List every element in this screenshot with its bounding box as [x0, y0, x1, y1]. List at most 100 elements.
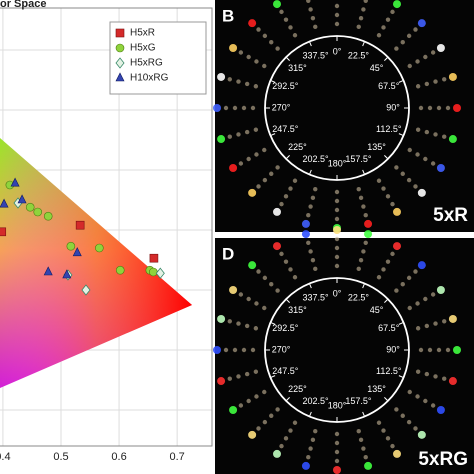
spot	[246, 296, 251, 302]
spot	[232, 347, 238, 353]
spot	[227, 376, 232, 381]
spot	[217, 72, 226, 81]
spot	[413, 426, 418, 431]
point	[95, 243, 104, 253]
legend-label: H5xRG	[130, 58, 163, 69]
spot	[423, 54, 428, 60]
spot	[393, 242, 401, 251]
spot	[424, 371, 430, 377]
spot	[262, 275, 268, 281]
dial-tick	[285, 298, 290, 303]
spot	[262, 63, 267, 69]
angle-label: 292.5°	[272, 323, 299, 333]
spot	[381, 25, 386, 30]
spot	[442, 376, 447, 381]
spot	[241, 105, 247, 111]
spot	[394, 288, 399, 293]
spot	[423, 156, 428, 162]
angle-label: 0°	[333, 288, 342, 298]
spot	[269, 171, 274, 176]
spot	[433, 374, 438, 379]
dial-tick	[308, 283, 312, 289]
spot	[308, 249, 313, 254]
spot	[308, 7, 313, 12]
panel-label: 5xRG	[418, 449, 468, 470]
angle-label: 202.5°	[303, 154, 330, 164]
spot	[358, 257, 364, 263]
spot	[390, 251, 395, 257]
legend-label: H5xG	[130, 43, 156, 54]
point	[0, 227, 7, 237]
angle-label: 225°	[288, 384, 307, 394]
spot	[407, 389, 412, 395]
spot	[358, 15, 364, 21]
spot	[254, 59, 259, 64]
spot	[229, 406, 238, 414]
spot	[334, 12, 340, 18]
angle-label: 0°	[333, 46, 342, 56]
spot	[288, 428, 293, 433]
spot	[423, 296, 428, 302]
spot	[256, 184, 261, 189]
spot	[364, 230, 373, 239]
spot	[427, 105, 433, 111]
spot	[301, 219, 310, 228]
spot	[376, 275, 382, 280]
spot	[248, 19, 257, 28]
angle-label: 135°	[367, 384, 386, 394]
angle-label: 180°	[328, 400, 347, 410]
spot	[283, 436, 289, 441]
spot	[356, 24, 361, 30]
spot	[418, 347, 424, 353]
spot	[436, 347, 442, 353]
angle-label: 67.5°	[378, 81, 400, 91]
spot	[363, 455, 368, 460]
chart-title: or Space	[0, 0, 46, 10]
spot	[427, 347, 433, 353]
spot	[217, 135, 226, 144]
spot	[413, 27, 418, 32]
point	[33, 207, 43, 217]
spot	[363, 0, 368, 3]
spot	[385, 259, 391, 264]
spot	[448, 377, 457, 386]
spot	[288, 267, 293, 272]
angle-label: 292.5°	[272, 81, 299, 91]
spot	[256, 27, 261, 32]
spot	[292, 33, 298, 38]
spot	[244, 81, 250, 87]
spot	[301, 230, 310, 239]
gamut-overlay	[0, 138, 192, 388]
spot	[256, 426, 261, 431]
spot	[279, 9, 284, 15]
spot	[445, 105, 451, 111]
legend-marker	[115, 57, 125, 69]
spot	[436, 286, 445, 294]
dial-tick	[362, 41, 366, 47]
spot	[238, 161, 244, 166]
spot	[430, 403, 436, 408]
spot	[246, 156, 251, 162]
spot	[430, 161, 436, 166]
spot	[407, 147, 412, 153]
spot	[238, 50, 244, 55]
legend-marker	[115, 28, 125, 38]
spot	[406, 33, 412, 39]
spot	[313, 24, 318, 30]
spot	[275, 46, 280, 51]
panel-b	[215, 0, 474, 232]
spot	[238, 292, 244, 297]
plot-area	[0, 8, 212, 446]
spot	[400, 413, 405, 418]
dial-tick	[384, 397, 389, 402]
spot	[253, 326, 259, 331]
spot	[334, 189, 340, 195]
spot	[415, 369, 421, 374]
x-tick-label: 0.6	[111, 451, 126, 463]
spot	[262, 147, 267, 153]
point	[25, 202, 35, 212]
spot	[436, 406, 445, 414]
spot	[273, 242, 281, 251]
spot	[244, 371, 250, 377]
